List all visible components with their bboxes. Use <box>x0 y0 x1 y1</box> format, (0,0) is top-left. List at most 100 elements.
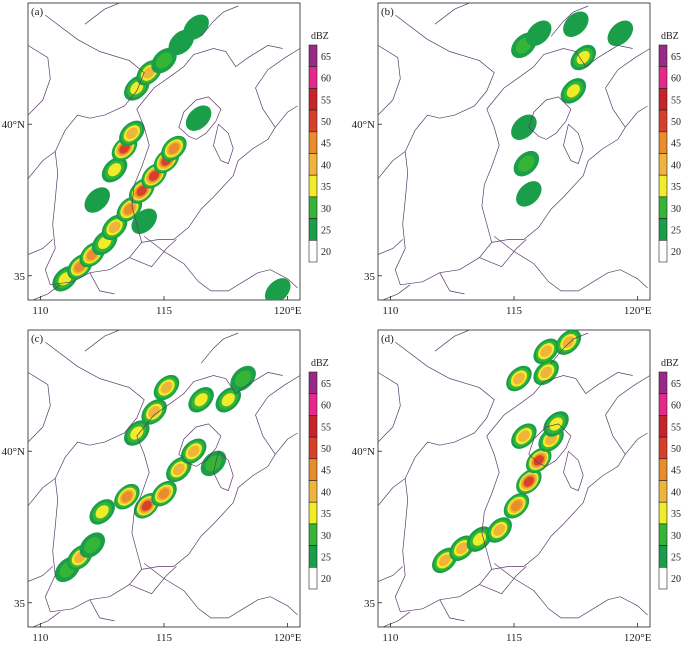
province-boundary <box>528 96 572 140</box>
province-boundary <box>479 239 527 268</box>
echo-level-45 <box>511 500 522 512</box>
colorbar-label: 30 <box>671 531 681 542</box>
echo-cell <box>230 365 256 392</box>
echo-level-25 <box>563 11 589 37</box>
colorbar-label: 30 <box>321 531 331 542</box>
colorbar-segment <box>308 88 318 111</box>
province-boundary <box>493 236 648 292</box>
echo-cell <box>570 44 596 71</box>
echo-level-25 <box>516 181 542 207</box>
echo-level-25 <box>84 187 110 213</box>
map-frame <box>27 329 301 628</box>
echo-cell <box>161 135 187 162</box>
echo-cell <box>89 499 115 525</box>
province-boundary <box>550 332 589 364</box>
colorbar-label: 60 <box>671 401 681 412</box>
colorbar-segment <box>308 174 318 198</box>
echo-cell <box>215 386 242 413</box>
colorbar-label: 45 <box>671 466 681 477</box>
province-boundary <box>28 372 51 443</box>
echo-level-30 <box>518 155 535 172</box>
colorbar-label: 50 <box>671 444 681 455</box>
province-boundary <box>378 45 401 116</box>
colorbar-label: 35 <box>321 182 331 193</box>
map-content <box>28 3 300 300</box>
province-boundary <box>400 45 633 286</box>
province-boundary <box>44 341 145 612</box>
echo-cell <box>119 120 145 147</box>
province-boundary <box>28 45 51 116</box>
colorbar-segment <box>308 567 318 590</box>
province-boundary <box>382 284 411 300</box>
province-boundary <box>178 423 222 467</box>
echo-cell <box>188 386 214 413</box>
echo-cell <box>513 150 540 177</box>
colorbar-label: 35 <box>671 182 681 193</box>
colorbar-label: 20 <box>321 247 331 258</box>
province-boundary <box>605 375 650 455</box>
echo-level-35 <box>221 393 235 407</box>
echo-cell <box>560 78 587 104</box>
colorbar-unit: dBZ <box>661 358 679 369</box>
echo-level-40 <box>148 405 160 418</box>
colorbar-segment <box>308 371 318 395</box>
echo-cell <box>180 438 207 464</box>
colorbar-label: 65 <box>671 379 681 390</box>
y-tick-label: 40°N <box>2 119 25 131</box>
x-tick-label: 115 <box>506 632 523 644</box>
y-tick-label: 35 <box>14 271 26 283</box>
colorbar-segment <box>658 240 668 263</box>
radar-map-a: (a) 110 115 120°E 40°N 35 dBZ 65 60 55 50 45 40 35 30 2… <box>2 2 331 317</box>
echo-level-40 <box>540 345 552 358</box>
x-tick-label: 110 <box>32 305 49 317</box>
echo-level-25 <box>185 105 212 131</box>
colorbar-segment <box>658 501 668 525</box>
province-boundary <box>200 332 239 364</box>
echo-cell <box>101 156 128 183</box>
colorbar-label: 25 <box>321 552 331 563</box>
echo-level-40 <box>187 445 200 458</box>
province-boundary <box>129 239 177 268</box>
colorbar-segment <box>308 153 318 176</box>
colorbar-segment <box>658 218 668 241</box>
province-boundary <box>50 45 283 286</box>
echo-cell <box>264 278 291 300</box>
colorbar-segment <box>658 153 668 176</box>
x-tick-label: 115 <box>506 305 523 317</box>
colorbar-segment <box>658 196 668 219</box>
colorbar-segment <box>308 436 318 460</box>
colorbar-label: 20 <box>671 247 681 258</box>
panel-a: (a) 110 115 120°E 40°N 35 dBZ 65 60 55 50 45 40 35 30 2… <box>0 0 350 327</box>
colorbar-segment <box>308 393 318 416</box>
province-boundary <box>89 599 115 622</box>
colorbar-label: 40 <box>321 487 331 498</box>
echo-cell <box>185 105 212 131</box>
province-boundary <box>89 272 115 295</box>
echo-level-50 <box>533 455 544 466</box>
echo-cell <box>116 196 143 222</box>
colorbar-label: 65 <box>671 52 681 63</box>
echo-level-40 <box>126 127 138 140</box>
colorbar-label: 50 <box>671 117 681 128</box>
colorbar-label: 60 <box>671 74 681 85</box>
colorbar-label: 20 <box>671 574 681 585</box>
colorbar-segment <box>308 196 318 219</box>
echo-cell <box>503 493 530 519</box>
colorbar-segment <box>658 44 668 68</box>
echo-level-45 <box>168 143 180 154</box>
colorbar-label: 40 <box>671 160 681 171</box>
colorbar-segment <box>658 523 668 546</box>
y-tick-label: 40°N <box>352 446 375 458</box>
colorbar-unit: dBZ <box>311 31 329 42</box>
colorbar-label: 35 <box>671 509 681 520</box>
colorbar-label: 30 <box>671 204 681 215</box>
radar-map-c: (c) 110 115 120°E 40°N 35 dBZ 65 60 55 50 45 40 35 30 2… <box>2 329 331 644</box>
x-tick-label: 120°E <box>274 632 302 644</box>
echo-level-40 <box>456 542 468 555</box>
province-boundary <box>378 566 403 582</box>
echo-level-25 <box>607 20 634 47</box>
colorbar-label: 55 <box>671 95 681 106</box>
province-boundary <box>378 239 403 255</box>
colorbar-label: 20 <box>321 574 331 585</box>
province-boundary <box>143 563 298 619</box>
